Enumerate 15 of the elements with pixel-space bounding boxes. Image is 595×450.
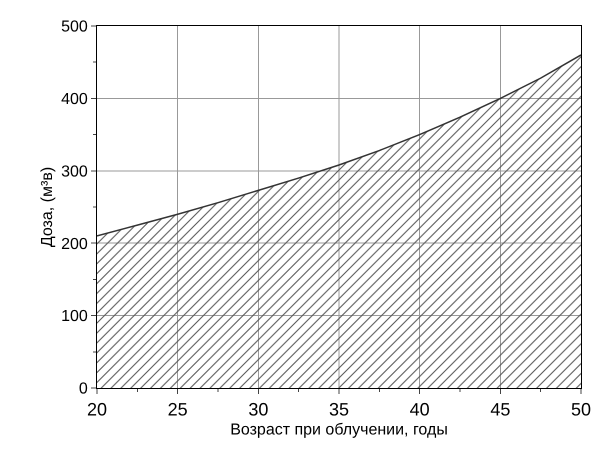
x-axis-title: Возраст при облучении, годы — [230, 421, 448, 438]
y-tick-label: 400 — [61, 91, 88, 108]
x-tick-label: 20 — [86, 400, 108, 420]
x-tick-label: 50 — [570, 400, 592, 420]
y-axis-title: Доза, (м³в) — [38, 166, 56, 248]
y-tick-label: 100 — [61, 308, 88, 326]
x-tick-label: 30 — [248, 400, 268, 420]
y-tick-label: 300 — [61, 163, 88, 180]
x-tick-label: 35 — [328, 400, 350, 420]
y-tick-label: 500 — [61, 18, 88, 36]
x-tick-label: 45 — [490, 400, 510, 420]
y-tick-label: 200 — [61, 236, 88, 253]
y-tick-label: 0 — [78, 380, 88, 398]
x-tick-label: 25 — [168, 400, 188, 420]
x-tick-label: 40 — [410, 400, 430, 420]
